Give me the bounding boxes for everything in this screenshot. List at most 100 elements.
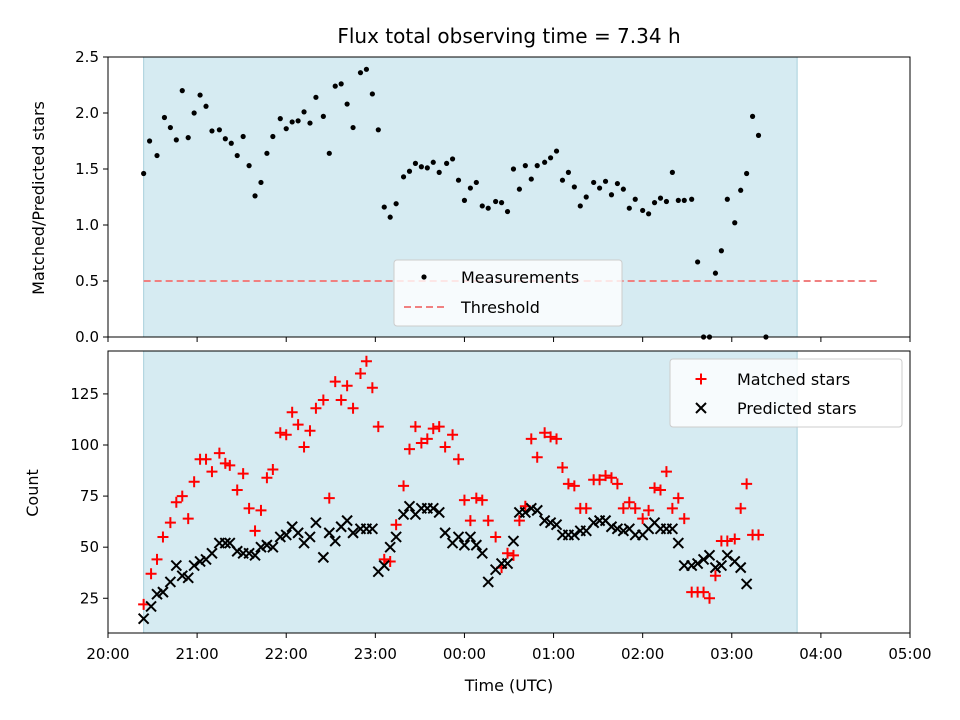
measurement-point: [338, 81, 344, 87]
predicted-star-point: [470, 539, 483, 551]
measurement-point: [350, 124, 356, 131]
predicted-star-point: [691, 557, 704, 570]
matched-star-point: [280, 429, 292, 441]
measurement-point: [270, 133, 276, 140]
matched-star-point: [439, 441, 451, 453]
matched-star-point: [274, 427, 286, 439]
measurement-point: [553, 148, 560, 154]
measurement-point: [197, 92, 203, 98]
predicted-star-point: [384, 541, 396, 553]
measurement-point: [363, 66, 370, 72]
matched-star-point: [666, 502, 678, 514]
matched-star-point: [224, 459, 236, 471]
measurement-point: [744, 170, 750, 177]
measurement-point: [167, 124, 173, 131]
matched-star-point: [513, 515, 525, 527]
predicted-star-point: [531, 504, 543, 517]
matched-star-point: [502, 547, 514, 559]
predicted-star-point: [347, 527, 359, 539]
matched-star-point: [660, 466, 672, 478]
matched-star-point: [341, 380, 353, 392]
measurement-point: [461, 197, 468, 203]
measurement-point: [718, 248, 724, 254]
predicted-star-point: [182, 572, 194, 584]
matched-star-point: [261, 472, 273, 484]
matched-star-point: [433, 421, 445, 433]
legend-marker-measurements: [421, 274, 427, 280]
matched-star-point: [409, 421, 421, 433]
matched-star-point: [243, 502, 255, 514]
legend-box: [669, 358, 903, 428]
x-axis-label: Time (UTC): [464, 676, 553, 695]
predicted-star-point: [464, 531, 477, 543]
measurement-point: [675, 197, 681, 203]
matched-star-point: [741, 478, 753, 490]
measurement-point: [602, 178, 609, 184]
measurement-point: [154, 152, 160, 159]
measurement-point: [473, 179, 479, 186]
matched-star-point: [643, 504, 655, 516]
y-tick-label: 125: [70, 385, 99, 403]
measurement-point: [381, 204, 387, 210]
matched-star-point: [556, 461, 568, 473]
x-tick-label: 02:00: [621, 645, 664, 663]
matched-star-point: [138, 598, 150, 610]
matched-star-point: [525, 433, 537, 445]
measurement-point: [246, 163, 252, 169]
matched-star-point: [231, 484, 243, 496]
x-tick-label: 20:00: [86, 645, 129, 663]
matched-star-point: [709, 570, 721, 582]
y-tick-label: 1.5: [75, 160, 99, 178]
predicted-star-point: [403, 500, 416, 513]
measurement-point: [695, 259, 701, 265]
matched-star-point: [482, 515, 494, 527]
matched-star-point: [672, 492, 684, 504]
predicted-star-point: [249, 549, 261, 562]
matched-star-point: [304, 425, 316, 437]
measurement-point: [547, 155, 554, 161]
matched-star-point: [206, 466, 218, 478]
predicted-star-point: [378, 559, 390, 572]
matched-star-point: [390, 519, 402, 531]
measurement-point: [400, 174, 407, 180]
matched-star-point: [415, 437, 427, 449]
legend-marker-predicted: [695, 402, 707, 414]
matched-star-point: [580, 502, 592, 514]
measurement-point: [430, 159, 436, 165]
predicted-star-point: [310, 516, 322, 529]
measurement-point: [738, 187, 744, 193]
matched-star-point: [151, 553, 163, 565]
matched-star-point: [704, 592, 715, 604]
y-tick-label: 50: [80, 538, 99, 556]
measurement-point: [173, 137, 179, 143]
predicted-star-point: [323, 527, 336, 539]
matched-star-point: [539, 427, 551, 439]
measurement-point: [614, 180, 621, 187]
measurement-point: [646, 211, 652, 217]
measurement-point: [240, 133, 246, 140]
measurement-point: [406, 168, 413, 174]
measurement-point: [332, 83, 338, 89]
matched-star-point: [188, 476, 200, 488]
y-tick-label: 1.0: [75, 216, 99, 234]
predicted-star-point: [433, 506, 445, 519]
measurement-point: [412, 160, 419, 166]
top-legend: Measurements Threshold: [393, 259, 623, 327]
matched-star-point: [255, 504, 267, 516]
matched-star-point: [562, 478, 574, 490]
matched-star-point: [310, 402, 322, 414]
measurement-point: [313, 94, 319, 100]
matched-star-point: [237, 468, 249, 480]
measurement-point: [449, 156, 456, 162]
matched-star-point: [531, 451, 543, 463]
predicted-star-point: [145, 600, 157, 613]
matched-star-point: [164, 517, 176, 529]
matched-star-point: [476, 494, 488, 506]
measurement-point: [258, 179, 264, 186]
y-tick-label: 2.0: [75, 104, 99, 122]
matched-star-point: [421, 433, 433, 445]
measurement-point: [141, 170, 147, 177]
measurement-point: [191, 110, 197, 116]
measurement-point: [369, 91, 375, 97]
